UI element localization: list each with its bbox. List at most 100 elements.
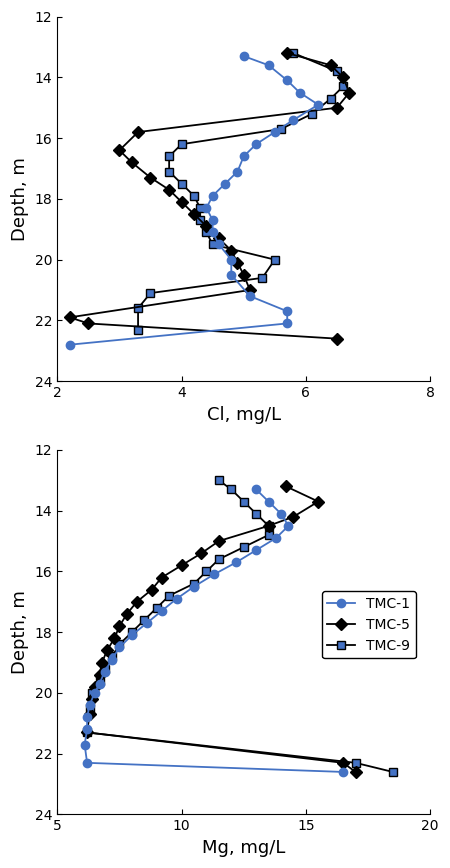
TMC-1 — [315, 100, 321, 110]
TMC-5 — [117, 145, 122, 155]
TMC-5 — [92, 681, 97, 692]
TMC-5 — [129, 157, 135, 168]
TMC-1 — [87, 700, 92, 710]
TMC-9 — [87, 703, 92, 713]
Y-axis label: Depth, m: Depth, m — [11, 590, 29, 674]
TMC-5 — [334, 102, 340, 113]
TMC-5 — [99, 657, 105, 667]
TMC-9 — [117, 639, 122, 649]
Legend: TMC-1, TMC-5, TMC-9: TMC-1, TMC-5, TMC-9 — [322, 591, 416, 659]
TMC-9 — [204, 227, 209, 238]
TMC-9 — [109, 651, 115, 661]
TMC-1 — [272, 127, 278, 137]
TMC-9 — [204, 566, 209, 576]
TMC-5 — [148, 173, 153, 183]
TMC-9 — [179, 139, 184, 149]
TMC-1 — [234, 557, 239, 568]
TMC-9 — [166, 151, 172, 161]
TMC-1 — [144, 618, 149, 628]
TMC-1 — [210, 191, 216, 201]
TMC-9 — [102, 663, 107, 674]
TMC-1 — [211, 569, 216, 580]
TMC-9 — [266, 529, 271, 540]
TMC-1 — [278, 509, 284, 519]
TMC-9 — [179, 179, 184, 189]
TMC-1 — [129, 630, 135, 641]
TMC-9 — [278, 124, 284, 135]
TMC-1 — [67, 339, 72, 350]
TMC-9 — [309, 108, 315, 119]
TMC-1 — [85, 724, 90, 734]
TMC-9 — [229, 484, 234, 495]
TMC-9 — [390, 766, 396, 777]
TMC-9 — [198, 215, 203, 226]
TMC-9 — [191, 191, 197, 201]
TMC-9 — [253, 509, 259, 519]
TMC-1 — [253, 484, 259, 495]
TMC-1 — [341, 766, 346, 777]
TMC-9 — [334, 66, 340, 76]
TMC-1 — [266, 60, 271, 70]
TMC-5 — [149, 584, 154, 595]
TMC-1 — [174, 594, 179, 604]
X-axis label: Cl, mg/L: Cl, mg/L — [207, 405, 281, 424]
TMC-5 — [179, 560, 184, 570]
TMC-1 — [222, 179, 228, 189]
Y-axis label: Depth, m: Depth, m — [11, 157, 29, 240]
TMC-1 — [284, 76, 290, 86]
TMC-5 — [86, 319, 91, 329]
TMC-5 — [85, 727, 90, 738]
TMC-1 — [253, 139, 259, 149]
TMC-1 — [284, 306, 290, 317]
TMC-1 — [82, 740, 87, 750]
TMC-5 — [166, 185, 172, 195]
TMC-5 — [247, 285, 252, 295]
Line: TMC-1: TMC-1 — [66, 52, 323, 349]
TMC-5 — [291, 511, 296, 522]
TMC-5 — [328, 60, 333, 70]
TMC-9 — [210, 240, 216, 250]
TMC-5 — [216, 233, 221, 244]
TMC-1 — [229, 254, 234, 265]
TMC-9 — [241, 496, 247, 507]
TMC-5 — [341, 72, 346, 82]
TMC-9 — [216, 554, 221, 564]
TMC-9 — [328, 94, 333, 104]
Line: TMC-5: TMC-5 — [66, 49, 354, 343]
TMC-1 — [266, 496, 271, 507]
TMC-5 — [159, 572, 164, 582]
TMC-1 — [85, 758, 90, 768]
TMC-1 — [109, 654, 115, 665]
TMC-1 — [273, 533, 279, 543]
TMC-9 — [148, 288, 153, 299]
TMC-1 — [247, 291, 252, 301]
TMC-9 — [166, 167, 172, 177]
TMC-1 — [204, 203, 209, 214]
TMC-5 — [97, 669, 102, 680]
TMC-5 — [179, 197, 184, 207]
TMC-5 — [204, 221, 209, 232]
TMC-9 — [198, 203, 203, 214]
TMC-9 — [85, 727, 90, 738]
TMC-5 — [90, 694, 95, 704]
TMC-1 — [92, 687, 97, 698]
TMC-5 — [117, 621, 122, 631]
TMC-9 — [341, 82, 346, 92]
TMC-5 — [341, 758, 346, 768]
Line: TMC-5: TMC-5 — [83, 483, 360, 776]
TMC-1 — [253, 545, 259, 556]
TMC-1 — [284, 319, 290, 329]
TMC-5 — [266, 521, 271, 531]
TMC-5 — [191, 209, 197, 220]
TMC-1 — [241, 151, 247, 161]
TMC-9 — [97, 675, 102, 686]
TMC-5 — [284, 48, 290, 58]
Line: TMC-9: TMC-9 — [134, 49, 347, 333]
TMC-1 — [191, 582, 197, 592]
TMC-9 — [272, 254, 278, 265]
TMC-5 — [235, 258, 240, 268]
TMC-5 — [135, 127, 141, 137]
TMC-5 — [315, 496, 321, 507]
TMC-1 — [229, 270, 234, 280]
Line: TMC-1: TMC-1 — [81, 485, 347, 776]
